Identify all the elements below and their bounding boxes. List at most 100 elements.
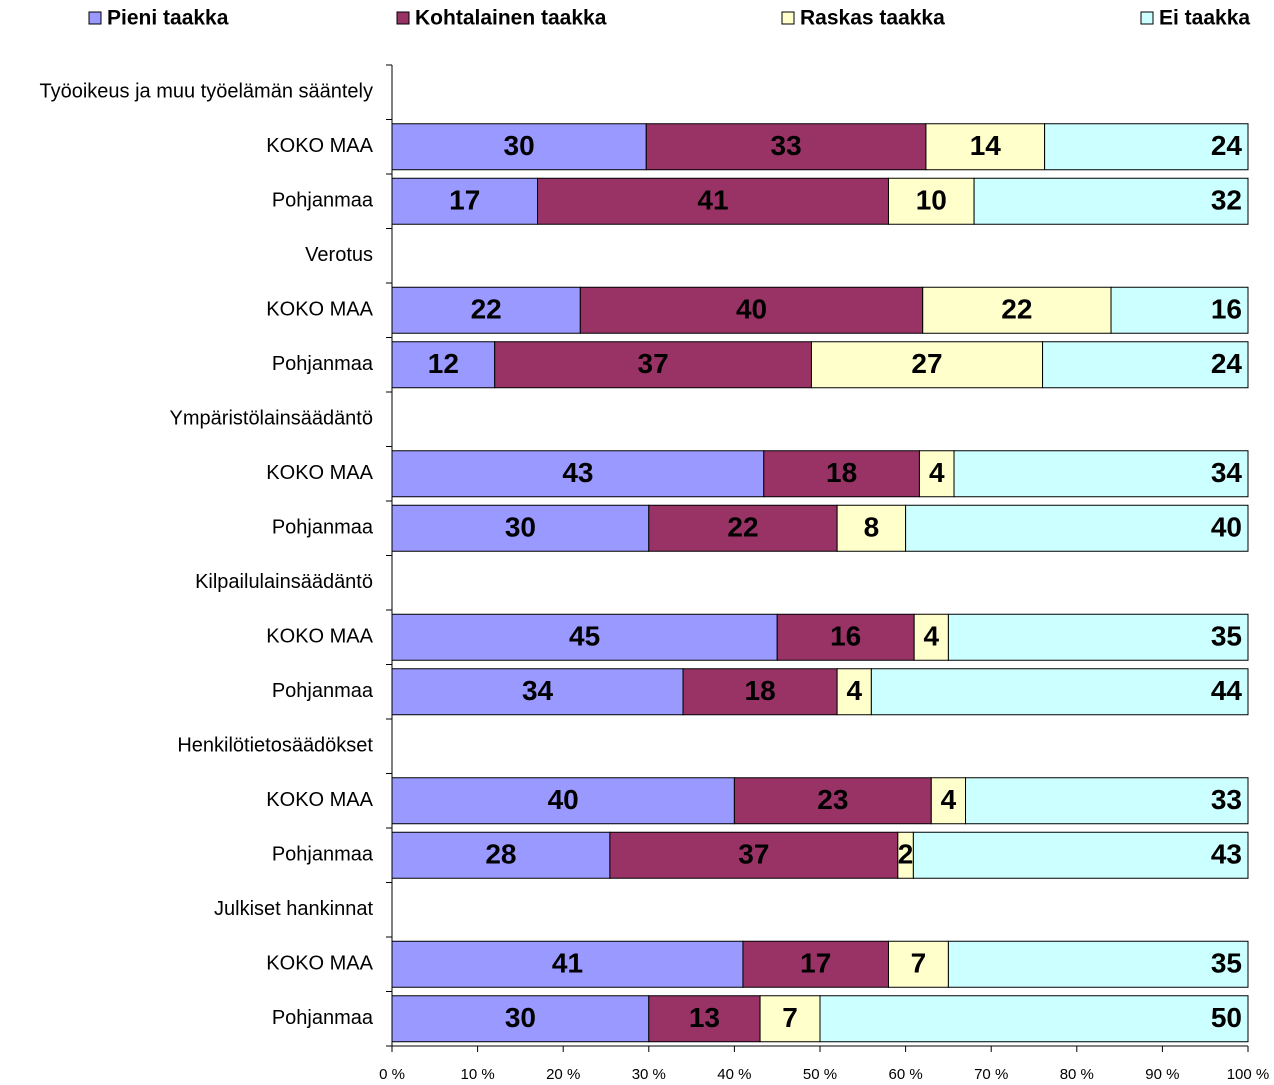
value-label: 10 bbox=[916, 185, 947, 216]
bar-segment bbox=[391, 940, 744, 988]
value-label: 4 bbox=[846, 675, 862, 706]
value-label: 16 bbox=[1211, 294, 1242, 325]
bar-segment bbox=[391, 341, 496, 389]
bar-segment bbox=[930, 777, 967, 825]
category-label: Henkilötietosäädökset bbox=[177, 735, 373, 757]
value-label: 37 bbox=[638, 348, 669, 379]
category-label: KOKO MAA bbox=[266, 789, 373, 811]
bar-segment bbox=[1110, 286, 1249, 334]
category-label: Pohjanmaa bbox=[272, 680, 374, 702]
legend-swatch bbox=[396, 11, 410, 25]
value-label: 30 bbox=[505, 1002, 536, 1033]
bar-segment bbox=[391, 123, 647, 171]
value-label: 18 bbox=[745, 675, 776, 706]
bar-segment bbox=[391, 831, 611, 879]
bar-segment bbox=[645, 123, 927, 171]
x-tick-label: 50 % bbox=[803, 1066, 837, 1083]
bar-segment bbox=[819, 995, 1249, 1043]
bar-segment bbox=[391, 995, 650, 1043]
value-label: 37 bbox=[738, 839, 769, 870]
bar-segment bbox=[887, 177, 975, 225]
bar-segment bbox=[947, 940, 1249, 988]
bar-segment bbox=[537, 177, 889, 225]
value-label: 18 bbox=[826, 457, 857, 488]
category-label: Pohjanmaa bbox=[272, 190, 374, 212]
value-label: 34 bbox=[1211, 457, 1243, 488]
bar-segment bbox=[905, 504, 1249, 552]
value-label: 34 bbox=[522, 675, 554, 706]
category-label: KOKO MAA bbox=[266, 462, 373, 484]
bar-segment bbox=[648, 504, 838, 552]
bar-segment bbox=[776, 613, 915, 661]
bar-segment bbox=[836, 668, 872, 716]
value-label: 33 bbox=[771, 130, 802, 161]
bar-segment bbox=[763, 450, 920, 498]
bar-segment bbox=[609, 831, 899, 879]
value-label: 7 bbox=[911, 948, 927, 979]
category-label: Pohjanmaa bbox=[272, 1007, 374, 1029]
category-label: Kilpailulainsäädäntö bbox=[195, 571, 373, 593]
value-label: 43 bbox=[562, 457, 593, 488]
value-label: 4 bbox=[929, 457, 945, 488]
value-label: 22 bbox=[1001, 294, 1032, 325]
bar-segment bbox=[759, 995, 821, 1043]
value-label: 22 bbox=[471, 294, 502, 325]
category-label: KOKO MAA bbox=[266, 626, 373, 648]
value-label: 28 bbox=[485, 839, 516, 870]
legend-label: Raskas taakka bbox=[800, 7, 945, 30]
category-label: KOKO MAA bbox=[266, 299, 373, 321]
bar-segment bbox=[912, 831, 1249, 879]
bar-segment bbox=[947, 613, 1249, 661]
value-label: 24 bbox=[1211, 130, 1243, 161]
bar-segment bbox=[682, 668, 838, 716]
value-label: 30 bbox=[505, 512, 536, 543]
x-tick-label: 80 % bbox=[1060, 1066, 1094, 1083]
value-label: 35 bbox=[1211, 948, 1242, 979]
x-tick-label: 100 % bbox=[1227, 1066, 1270, 1083]
value-label: 16 bbox=[830, 621, 861, 652]
bar-segment bbox=[391, 668, 684, 716]
category-label: Pohjanmaa bbox=[272, 844, 374, 866]
value-label: 44 bbox=[1211, 675, 1243, 706]
bar-segment bbox=[953, 450, 1249, 498]
value-label: 4 bbox=[923, 621, 939, 652]
value-label: 41 bbox=[697, 185, 728, 216]
value-label: 40 bbox=[548, 784, 579, 815]
value-label: 24 bbox=[1211, 348, 1243, 379]
bar-segment bbox=[391, 613, 778, 661]
bar-segment bbox=[648, 995, 761, 1043]
bar-segment bbox=[742, 940, 889, 988]
x-tick-label: 70 % bbox=[974, 1066, 1008, 1083]
bar-segment bbox=[870, 668, 1249, 716]
value-label: 17 bbox=[449, 185, 480, 216]
legend-swatch bbox=[781, 11, 795, 25]
value-label: 35 bbox=[1211, 621, 1242, 652]
x-tick-label: 0 % bbox=[379, 1066, 405, 1083]
value-label: 40 bbox=[1211, 512, 1242, 543]
category-label: Pohjanmaa bbox=[272, 353, 374, 375]
bar-segment bbox=[391, 177, 539, 225]
value-label: 32 bbox=[1211, 185, 1242, 216]
legend-swatch bbox=[88, 11, 102, 25]
x-tick-label: 40 % bbox=[717, 1066, 751, 1083]
value-label: 17 bbox=[800, 948, 831, 979]
bar-segment bbox=[836, 504, 907, 552]
bar-segment bbox=[391, 777, 735, 825]
bar-segment bbox=[733, 777, 932, 825]
bar-segment bbox=[918, 450, 955, 498]
value-label: 27 bbox=[911, 348, 942, 379]
value-label: 14 bbox=[970, 130, 1002, 161]
x-tick-label: 20 % bbox=[546, 1066, 580, 1083]
category-label: Ympäristölainsäädäntö bbox=[170, 408, 373, 430]
x-tick-label: 10 % bbox=[460, 1066, 494, 1083]
legend-label: Kohtalainen taakka bbox=[415, 7, 607, 30]
category-label: Verotus bbox=[305, 244, 373, 266]
category-label: Pohjanmaa bbox=[272, 517, 374, 539]
value-label: 23 bbox=[817, 784, 848, 815]
bar-segment bbox=[973, 177, 1249, 225]
value-label: 41 bbox=[552, 948, 583, 979]
value-label: 13 bbox=[689, 1002, 720, 1033]
x-tick-label: 60 % bbox=[888, 1066, 922, 1083]
value-label: 43 bbox=[1211, 839, 1242, 870]
